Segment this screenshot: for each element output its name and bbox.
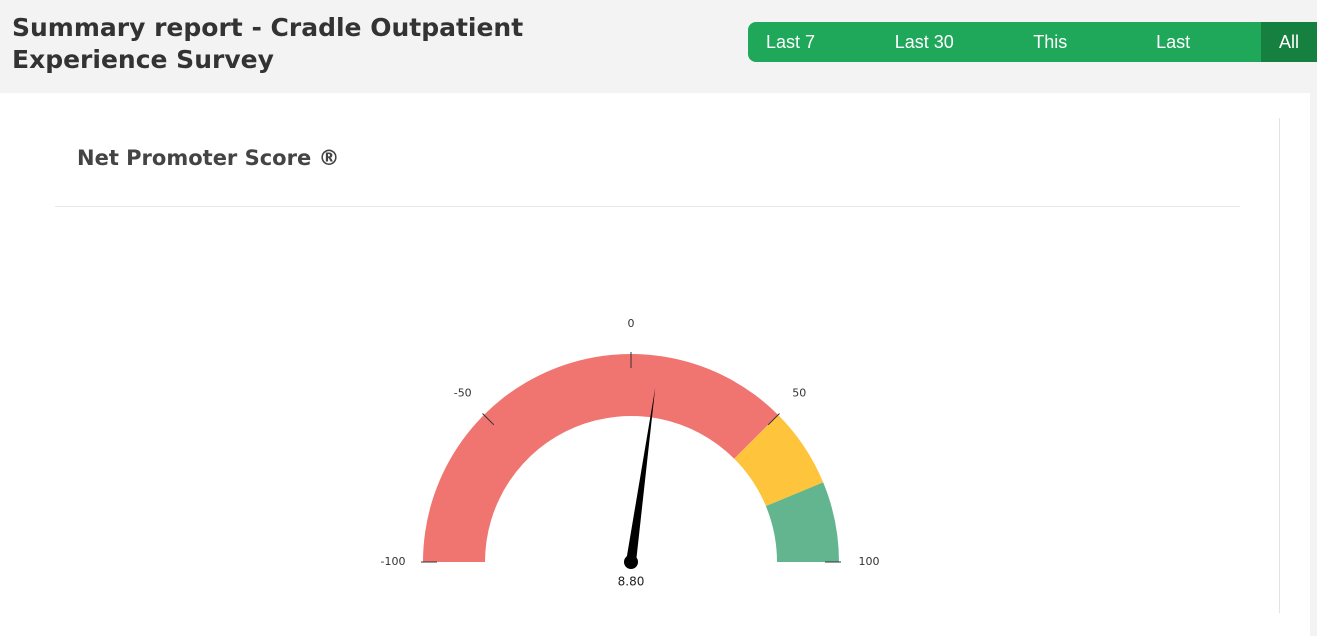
tick-label: -50 — [454, 387, 472, 400]
divider — [1279, 118, 1280, 613]
page-title: Summary report - Cradle Outpatient Exper… — [12, 13, 524, 74]
filter-button[interactable]: All — [1260, 22, 1317, 62]
tick-label: 0 — [628, 317, 635, 330]
tick-mark — [482, 413, 495, 426]
separator — [55, 206, 1240, 207]
gauge-band — [734, 414, 824, 507]
needle-hub — [624, 555, 638, 569]
tick-label: -100 — [381, 555, 406, 568]
needle — [626, 387, 656, 563]
gauge-band — [423, 354, 779, 562]
filter-button[interactable]: Last 7 Days — [766, 32, 816, 52]
tick-label: 100 — [859, 555, 880, 568]
value-label: 8.80 — [618, 575, 645, 589]
card-title: Net Promoter Score ® — [77, 146, 340, 170]
filter-button[interactable]: Last Month — [1156, 32, 1191, 52]
tick-mark — [767, 413, 780, 426]
filter-button[interactable]: This Month — [1033, 32, 1068, 52]
filter-group: Last 7 Days Last 30 Days This Month Last Mo… — [748, 22, 1317, 62]
tick-label: 50 — [792, 387, 806, 400]
filter-button[interactable]: Last 30 Days — [894, 32, 954, 52]
gauge-band — [765, 482, 839, 562]
